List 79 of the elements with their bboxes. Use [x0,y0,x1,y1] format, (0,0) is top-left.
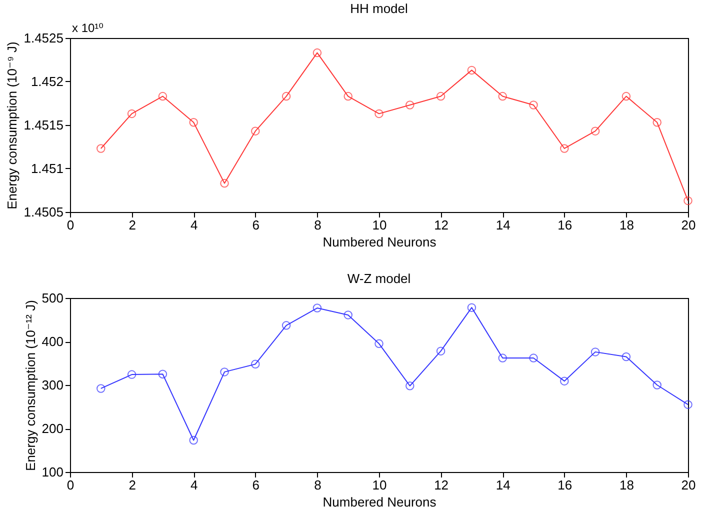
y-tick-label: 300 [42,378,64,392]
x-axis-title: Numbered Neurons [322,494,437,507]
point [158,370,168,378]
point [684,196,692,206]
x-tick-label: 10 [372,478,387,492]
x-tick-label: 18 [619,218,634,232]
point [189,436,198,445]
point [282,321,291,330]
point [374,109,384,118]
point [652,380,662,390]
point [282,92,291,101]
x-tick-label: 14 [496,478,510,492]
point [374,339,384,348]
point [312,304,322,312]
point [127,109,136,118]
x-tick-label: 16 [558,218,572,232]
x-tick-label: 6 [252,218,260,232]
x-tick-label: 2 [128,478,136,492]
y-tick-label: 1.451 [30,161,64,176]
point [344,310,352,320]
x-tick-label: 10 [372,218,387,232]
point [436,346,446,356]
point [220,368,229,376]
x-tick-label: 4 [190,218,198,232]
x-tick-label: 12 [434,478,449,492]
point [590,348,600,356]
y-tick-label: 1.4525 [24,30,64,46]
point [529,100,538,110]
point [251,360,260,368]
point [529,354,538,362]
point [312,48,322,58]
point [406,100,414,110]
x-tick-label: 8 [314,478,322,492]
point [220,178,229,188]
point [498,92,507,101]
x-tick-label: 16 [558,478,572,492]
x-axis-title: Numbered Neurons [322,234,437,250]
point [158,92,168,101]
chart-title: W-Z model [347,271,411,286]
x-tick-label: 0 [66,218,74,232]
y-tick-label: 1.4505 [24,204,64,220]
point [436,92,446,101]
point [189,118,198,127]
point [498,354,507,362]
x-tick-label: 18 [619,478,634,492]
x-tick-label: 4 [190,478,198,492]
x-tick-label: 6 [252,478,260,492]
y-tick-label: 100 [42,464,64,480]
point [560,144,569,153]
point [652,118,662,127]
point [467,66,476,75]
point [96,144,106,153]
x-tick-label: 2 [128,218,136,232]
x-tick-label: 0 [66,478,74,492]
x-tick-label: 20 [681,478,696,492]
y-tick-label: 500 [42,290,64,306]
y-tick-label: 400 [42,334,64,349]
point [622,92,631,101]
point [127,370,136,379]
y-axis-title: Energy consumption (10⁻¹² J) [22,300,38,471]
x-tick-label: 12 [434,218,449,232]
point [590,126,600,136]
chart-title: HH model [350,1,408,16]
point [96,384,106,393]
text: x 10¹⁰ [72,21,104,35]
y-tick-label: 200 [42,421,64,436]
point [622,352,631,362]
x-tick-label: 14 [496,218,510,232]
y-tick-label: 1.452 [30,74,64,89]
point [406,382,414,390]
point [344,92,352,101]
point [251,126,260,136]
point [467,303,476,312]
y-axis-title: Energy consumption (10⁻⁹ J) [4,42,20,210]
x-tick-label: 8 [314,218,322,232]
point [560,376,569,386]
point [684,400,692,409]
y-tick-label: 1.4515 [24,118,64,132]
x-tick-label: 20 [681,218,696,232]
